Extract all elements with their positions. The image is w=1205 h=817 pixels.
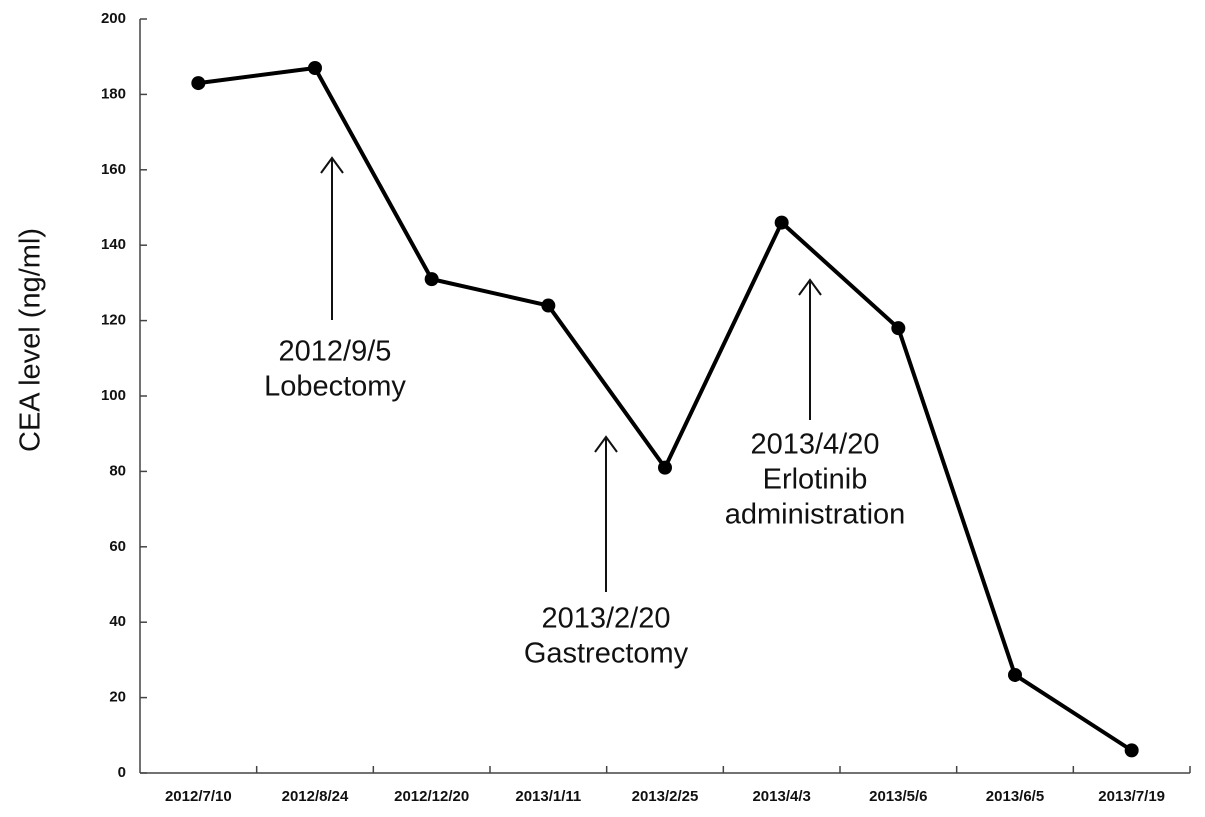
y-tick-label: 60	[109, 538, 126, 555]
y-tick-label: 40	[109, 613, 126, 630]
annotation-text: Gastrectomy	[524, 638, 689, 670]
data-point	[774, 215, 789, 230]
x-tick-label: 2013/6/5	[986, 788, 1044, 805]
y-tick-label: 200	[101, 10, 126, 27]
annotation-text: 2013/2/20	[541, 603, 670, 635]
y-tick-label: 160	[101, 161, 126, 178]
y-tick-label: 120	[101, 312, 126, 329]
x-tick-label: 2013/1/11	[515, 788, 581, 805]
data-point	[1124, 743, 1139, 758]
data-point	[658, 460, 672, 475]
annotation-text: Lobectomy	[264, 371, 406, 403]
y-tick-label: 20	[109, 689, 126, 706]
x-tick-label: 2013/5/6	[869, 788, 927, 805]
y-tick-label: 0	[118, 764, 126, 781]
data-point	[191, 76, 206, 91]
annotation-text: Erlotinib	[763, 464, 868, 496]
y-tick-label: 100	[101, 387, 126, 404]
annotation-text: 2013/4/20	[750, 429, 879, 461]
annotation-arrowhead	[594, 435, 618, 453]
annotation-text: administration	[725, 499, 906, 531]
x-tick-label: 2012/8/24	[282, 788, 349, 805]
annotation-arrowhead	[798, 278, 822, 296]
annotation-arrowhead	[320, 156, 344, 174]
annotation-text: 2012/9/5	[279, 336, 392, 368]
data-point	[541, 298, 556, 313]
y-tick-label: 140	[101, 236, 126, 253]
x-tick-label: 2012/12/20	[394, 788, 469, 805]
data-point	[1008, 667, 1022, 682]
data-point	[308, 61, 322, 76]
x-tick-label: 2013/7/19	[1098, 788, 1165, 805]
x-tick-label: 2012/7/10	[165, 788, 232, 805]
data-point	[891, 321, 906, 336]
y-axis-label: CEA level (ng/ml)	[15, 228, 47, 452]
y-tick-label: 180	[101, 85, 126, 102]
y-tick-label: 80	[109, 462, 126, 479]
data-point	[424, 272, 439, 287]
x-tick-label: 2013/2/25	[632, 788, 699, 805]
x-tick-label: 2013/4/3	[752, 788, 810, 805]
